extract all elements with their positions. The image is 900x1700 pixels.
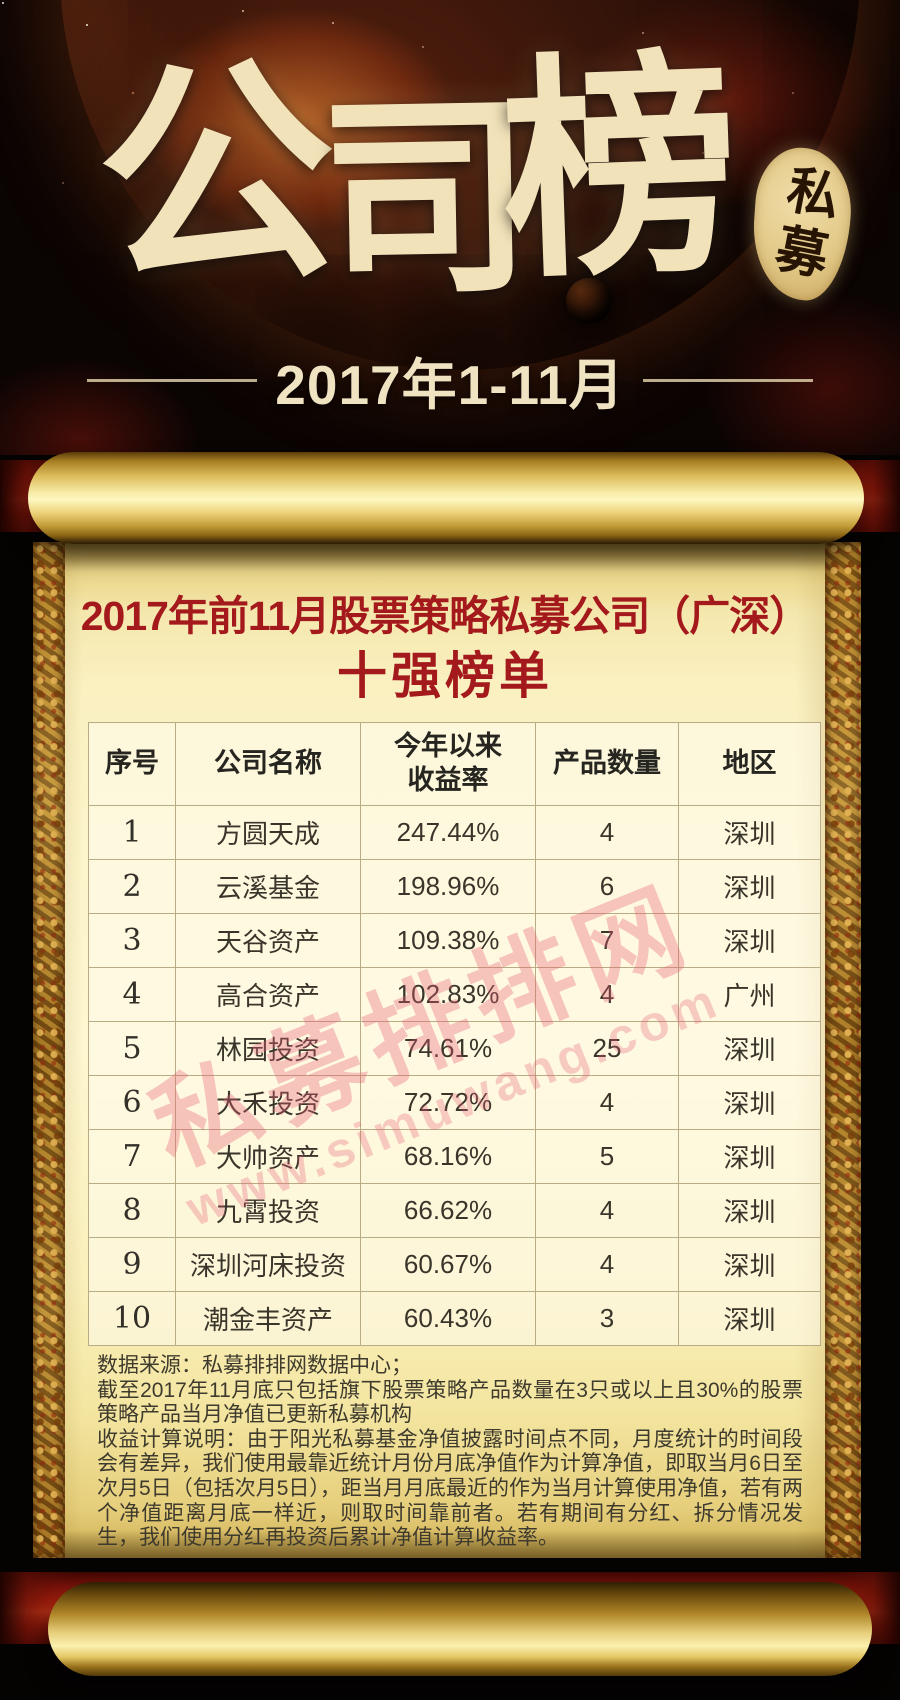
ember-cloud-left-graphic xyxy=(0,330,240,455)
footnotes: 数据来源：私募排排网数据中心； 截至2017年11月底只包括旗下股票策略产品数量… xyxy=(97,1354,803,1551)
footnote-scope: 截至2017年11月底只包括旗下股票策略产品数量在3只或以上且30%的股票策略产… xyxy=(97,1378,803,1427)
company-cell: 潮金丰资产 xyxy=(175,1291,361,1346)
rank-cell: 5 xyxy=(88,1021,176,1076)
company-cell: 九霄投资 xyxy=(175,1183,361,1238)
count-cell: 6 xyxy=(535,859,679,914)
table-row: 10 潮金丰资产 60.43% 3 深圳 xyxy=(88,1291,821,1346)
return-cell: 74.61% xyxy=(360,1021,536,1076)
rank-cell: 3 xyxy=(88,913,176,968)
rank-cell: 10 xyxy=(88,1291,176,1346)
rank-cell: 6 xyxy=(88,1075,176,1130)
rank-cell: 8 xyxy=(88,1183,176,1238)
region-cell: 深圳 xyxy=(678,1075,821,1130)
return-cell: 109.38% xyxy=(360,913,536,968)
column-header-ytd-return: 今年以来 收益率 xyxy=(360,722,536,806)
column-header-company: 公司名称 xyxy=(175,722,361,806)
count-cell: 5 xyxy=(535,1129,679,1184)
table-row: 1 方圆天成 247.44% 4 深圳 xyxy=(88,805,821,860)
table-row: 9 深圳河床投资 60.67% 4 深圳 xyxy=(88,1237,821,1292)
table-body: 1 方圆天成 247.44% 4 深圳 2 云溪基金 198.96% 6 深圳 … xyxy=(88,805,821,1346)
company-cell: 方圆天成 xyxy=(175,805,361,860)
company-cell: 大帅资产 xyxy=(175,1129,361,1184)
column-header-region: 地区 xyxy=(678,722,821,806)
divider-line-right xyxy=(642,378,813,382)
count-cell: 4 xyxy=(535,805,679,860)
region-cell: 深圳 xyxy=(678,1129,821,1184)
table-row: 5 林园投资 74.61% 25 深圳 xyxy=(88,1021,821,1076)
ranking-title: 2017年前11月股票策略私募公司（广深） xyxy=(80,593,811,639)
footnote-method: 收益计算说明：由于阳光私募基金净值披露时间点不同，月度统计的时间段会有差异，我们… xyxy=(97,1427,803,1550)
orange-glow-graphic xyxy=(90,0,510,270)
table-row: 2 云溪基金 198.96% 6 深圳 xyxy=(88,859,821,914)
column-header-product-count: 产品数量 xyxy=(535,722,679,806)
count-cell: 25 xyxy=(535,1021,679,1076)
table-row: 8 九霄投资 66.62% 4 深圳 xyxy=(88,1183,821,1238)
divider-line-left xyxy=(87,378,258,382)
count-cell: 4 xyxy=(535,1075,679,1130)
footnote-source: 数据来源：私募排排网数据中心； xyxy=(97,1354,412,1377)
hero-section: 公 司 榜 私募 2017年1-11月 xyxy=(0,0,900,455)
company-cell: 林园投资 xyxy=(175,1021,361,1076)
region-cell: 深圳 xyxy=(678,1237,821,1292)
brocade-border-left xyxy=(33,542,65,1558)
scroll-roll-top xyxy=(28,452,864,544)
region-cell: 深圳 xyxy=(678,805,821,860)
ranking-subtitle: 十强榜单 xyxy=(337,648,553,704)
table-row: 4 高合资产 102.83% 4 广州 xyxy=(88,967,821,1022)
count-cell: 4 xyxy=(535,967,679,1022)
return-cell: 247.44% xyxy=(360,805,536,860)
brocade-border-right xyxy=(825,542,861,1558)
table-row: 7 大帅资产 68.16% 5 深圳 xyxy=(88,1129,821,1184)
period-divider: 2017年1-11月 xyxy=(0,340,900,420)
table-row: 6 大禾投资 72.72% 4 深圳 xyxy=(88,1075,821,1130)
return-cell: 72.72% xyxy=(360,1075,536,1130)
region-cell: 深圳 xyxy=(678,1021,821,1076)
rank-cell: 1 xyxy=(88,805,176,860)
rank-cell: 2 xyxy=(88,859,176,914)
company-cell: 深圳河床投资 xyxy=(175,1237,361,1292)
small-moon-graphic xyxy=(566,278,612,324)
return-cell: 102.83% xyxy=(360,967,536,1022)
calligraphy-char: 公 xyxy=(90,30,344,323)
scroll-roll-bottom xyxy=(48,1582,872,1676)
rank-cell: 7 xyxy=(88,1129,176,1184)
rank-cell: 9 xyxy=(88,1237,176,1292)
count-cell: 7 xyxy=(535,913,679,968)
stars-graphic xyxy=(2,2,4,4)
return-cell: 60.43% xyxy=(360,1291,536,1346)
company-cell: 高合资产 xyxy=(175,967,361,1022)
period-label: 2017年1-11月 xyxy=(275,354,625,416)
return-cell: 198.96% xyxy=(360,859,536,914)
region-cell: 深圳 xyxy=(678,1183,821,1238)
region-cell: 深圳 xyxy=(678,1291,821,1346)
rank-cell: 4 xyxy=(88,967,176,1022)
company-cell: 大禾投资 xyxy=(175,1075,361,1130)
scroll-paper: 2017年前11月股票策略私募公司（广深） 十强榜单 序号 公司名称 今年以来 … xyxy=(33,542,861,1558)
company-cell: 云溪基金 xyxy=(175,859,361,914)
region-cell: 深圳 xyxy=(678,913,821,968)
region-cell: 广州 xyxy=(678,967,821,1022)
return-cell: 60.67% xyxy=(360,1237,536,1292)
count-cell: 4 xyxy=(535,1183,679,1238)
calligraphy-char: 榜 xyxy=(497,24,743,312)
count-cell: 3 xyxy=(535,1291,679,1346)
seal-label: 私募 xyxy=(762,159,842,289)
return-cell: 66.62% xyxy=(360,1183,536,1238)
count-cell: 4 xyxy=(535,1237,679,1292)
return-cell: 68.16% xyxy=(360,1129,536,1184)
column-header-rank: 序号 xyxy=(88,722,176,806)
ember-cloud-right-graphic xyxy=(660,260,900,455)
region-cell: 深圳 xyxy=(678,859,821,914)
company-cell: 天谷资产 xyxy=(175,913,361,968)
ranking-table: 序号 公司名称 今年以来 收益率 产品数量 地区 1 方圆天成 247.44% … xyxy=(88,722,821,1346)
table-row: 3 天谷资产 109.38% 7 深圳 xyxy=(88,913,821,968)
table-header-row: 序号 公司名称 今年以来 收益率 产品数量 地区 xyxy=(88,722,821,806)
